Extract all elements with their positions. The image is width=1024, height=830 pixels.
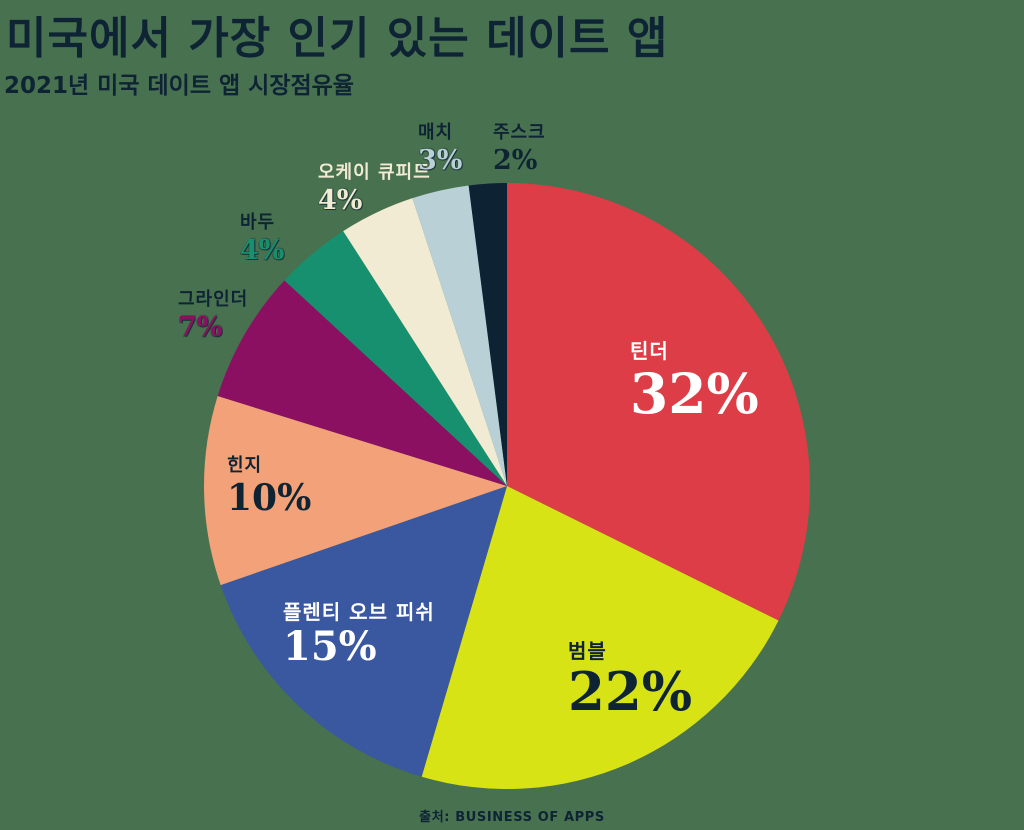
slice-name-okcupid: 오케이 큐피드: [318, 162, 431, 183]
slice-value-tinder: 32%: [630, 361, 759, 426]
page-subtitle: 2021년 미국 데이트 앱 시장점유율: [4, 73, 354, 99]
slice-value-bumble: 22%: [568, 661, 693, 723]
slice-value-match: 3%: [418, 145, 463, 176]
slice-name-badoo: 바두: [240, 212, 276, 233]
source-credit: 출처: BUSINESS OF APPS: [419, 810, 605, 825]
slice-value-okcupid: 4%: [318, 185, 363, 216]
slice-label-bumble: 범블 22%: [568, 641, 692, 719]
slice-label-badoo: 바두 4%: [240, 212, 285, 266]
pie-slice-zoosk: [468, 183, 507, 486]
slice-label-match: 매치 3%: [418, 122, 463, 176]
slice-value-grindr: 7%: [178, 312, 223, 343]
pie-slice-match: [412, 185, 507, 486]
pie-slice-grindr: [217, 280, 507, 486]
pie-slice-tinder: [507, 182, 811, 621]
pie-slice-okcupid: [343, 198, 507, 486]
slice-name-hinge: 힌지: [227, 455, 263, 476]
slice-name-match: 매치: [418, 122, 454, 143]
slice-name-grindr: 그라인더: [178, 289, 249, 310]
slice-name-plenty-of-fish: 플렌티 오브 피쉬: [283, 600, 435, 624]
slice-label-plenty-of-fish: 플렌티 오브 피쉬 15%: [283, 602, 435, 667]
slice-name-bumble: 범블: [568, 639, 607, 663]
slice-name-zoosk: 주스크: [493, 122, 546, 143]
page-title: 미국에서 가장 인기 있는 데이트 앱: [6, 13, 669, 64]
slice-label-okcupid: 오케이 큐피드 4%: [318, 162, 431, 216]
slice-value-hinge: 10%: [227, 477, 312, 519]
pie-slice-badoo: [284, 231, 507, 486]
slice-label-tinder: 틴더 32%: [630, 341, 759, 421]
slice-name-tinder: 틴더: [630, 339, 669, 363]
slice-value-zoosk: 2%: [493, 145, 538, 176]
pie-slice-plenty-of-fish: [220, 486, 507, 777]
slice-value-badoo: 4%: [240, 235, 285, 266]
pie-slice-hinge: [203, 396, 507, 586]
slice-label-hinge: 힌지 10%: [227, 455, 312, 519]
slice-label-grindr: 그라인더 7%: [178, 289, 249, 343]
slice-label-zoosk: 주스크 2%: [493, 122, 546, 176]
pie-slice-bumble: [421, 486, 779, 790]
slice-value-plenty-of-fish: 15%: [283, 623, 377, 670]
